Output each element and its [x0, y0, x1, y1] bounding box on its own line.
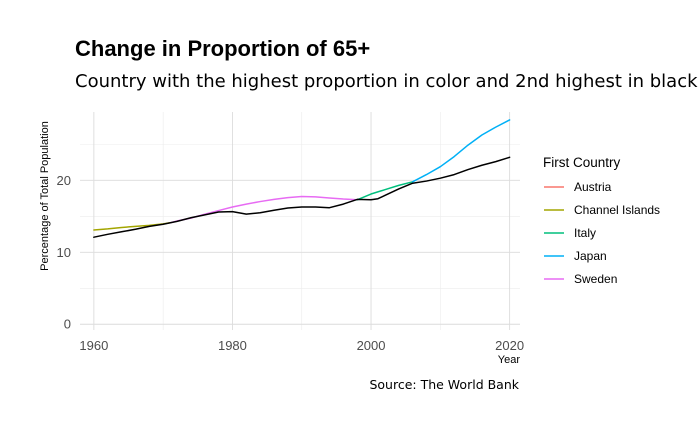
grid-layer [80, 112, 520, 330]
legend-title: First Country [543, 155, 621, 170]
legend: First Country Austria Channel Islands Italy… [543, 155, 660, 286]
series-line-second-highest [93, 156, 511, 238]
y-tick-label: 20 [57, 173, 71, 188]
legend-label-italy: Italy [574, 226, 596, 240]
y-axis-title: Percentage of Total Population [39, 121, 51, 271]
y-tick-label: 0 [64, 317, 71, 332]
x-tick-label: 1980 [218, 338, 247, 353]
source-caption: Source: The World Bank [369, 377, 519, 392]
legend-label-sweden: Sweden [574, 272, 617, 286]
series-layer [93, 119, 511, 238]
axis-layer: 1960 1980 2000 2020 0 10 20 Year Percentage of T… [39, 121, 524, 366]
legend-label-channel-islands: Channel Islands [574, 203, 660, 217]
chart-subtitle: Country with the highest proportion in c… [75, 71, 698, 92]
legend-label-austria: Austria [574, 180, 612, 194]
series-line-sweden [169, 195, 358, 224]
x-axis-title: Year [498, 354, 521, 366]
series-line-japan [411, 119, 511, 183]
x-tick-label: 1960 [79, 338, 108, 353]
x-tick-label: 2000 [357, 338, 386, 353]
series-line-italy [356, 181, 414, 201]
chart-title: Change in Proportion of 65+ [75, 36, 371, 61]
x-tick-label: 2020 [495, 338, 524, 353]
y-tick-label: 10 [57, 245, 71, 260]
legend-label-japan: Japan [574, 249, 607, 263]
series-line-channel-islands [93, 222, 171, 231]
